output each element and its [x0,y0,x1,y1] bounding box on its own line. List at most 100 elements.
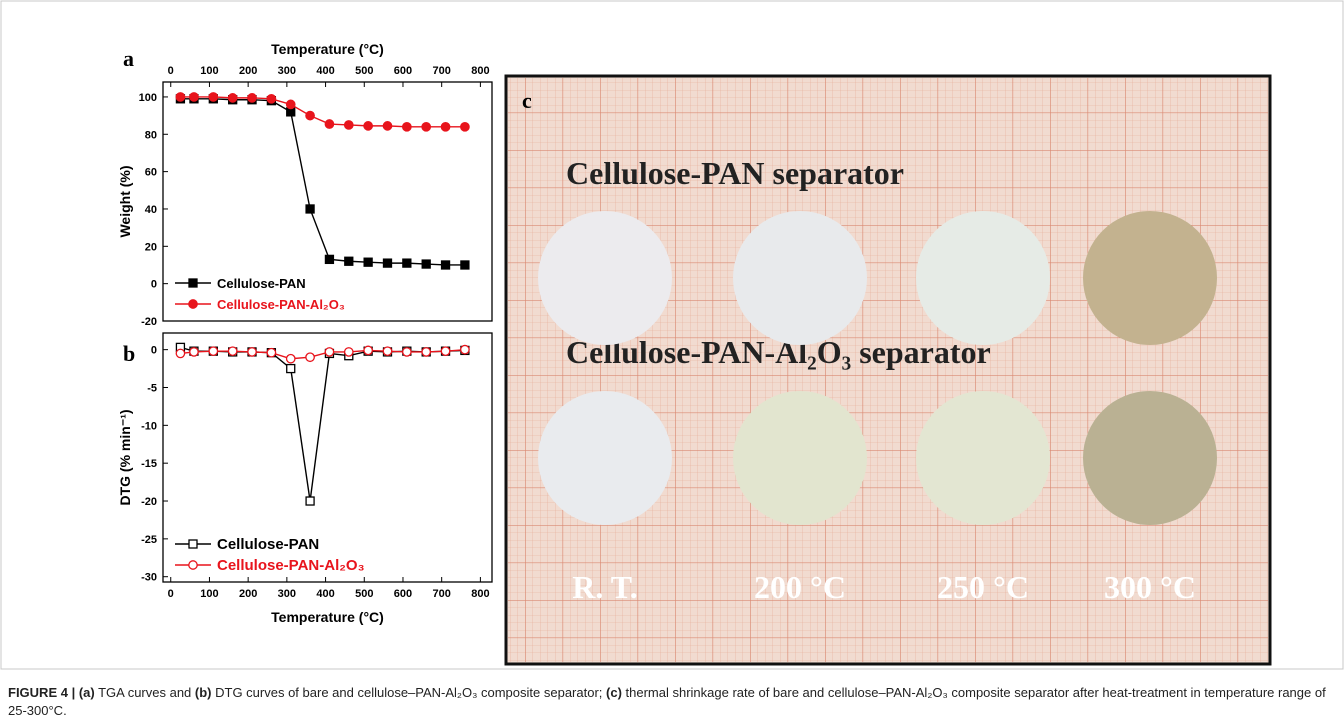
marker [208,92,219,102]
series-line [180,98,465,266]
marker [343,120,354,130]
marker [421,347,432,357]
separator-disc [1083,211,1217,345]
x-tick-label: 100 [200,65,218,77]
caption-label: (b) [194,685,212,700]
y-tick-label: 80 [145,129,157,141]
marker [208,346,219,357]
marker [175,348,186,359]
marker [440,346,451,357]
marker [189,347,199,357]
x-tick-label: 600 [394,65,412,77]
marker [247,347,257,357]
plot-frame [162,81,493,322]
marker [227,346,238,357]
y-tick-label: 100 [139,92,157,104]
legend-label: Cellulose-PAN-Al₂O₃ [217,557,365,574]
separator-disc [538,391,672,525]
column-label: 300 °C [1104,569,1196,605]
frame [0,0,1344,670]
y-tick-label: -30 [141,572,157,584]
marker [285,99,296,110]
marker [344,256,354,266]
y-tick-label: 60 [145,167,157,179]
x-tick-label: 500 [355,588,373,600]
marker [460,121,470,132]
y-tick-label: 40 [145,204,157,216]
marker [440,260,451,270]
marker [421,121,432,132]
marker [324,347,335,357]
marker [421,259,431,269]
photo-panel: c Cellulose-PAN separator Cellulose-PAN-… [504,74,1272,666]
marker [324,119,335,129]
panel-label: c [522,88,532,113]
separator-disc [733,211,867,345]
plot-frame [162,332,493,583]
figure: c Cellulose-PAN separator Cellulose-PAN-… [0,0,1344,670]
x-tick-label: 600 [394,588,412,600]
y-tick-label: 0 [151,345,157,357]
marker [266,347,277,358]
separator-disc [916,211,1050,345]
x-tick-label: 400 [316,588,334,600]
marker [286,363,296,374]
y-tick-label: 0 [151,279,157,291]
chart: b 0 100 200 300 400 500 600 700 800 Temperature (°… [117,332,493,625]
caption-text: thermal shrinkage rate of bare and cellu… [8,685,1326,718]
x-tick-label: 200 [239,65,257,77]
separator-disc [733,391,867,525]
marker [382,258,393,268]
marker [189,92,199,102]
legend-marker [188,278,198,288]
y-tick-label: -20 [141,496,157,508]
caption-label: FIGURE 4 | (a) [8,685,95,700]
marker [363,121,373,131]
legend-label: Cellulose-PAN [217,536,319,553]
marker [247,93,257,103]
graph-paper [508,78,1268,662]
x-axis-label: Temperature (°C) [271,609,384,625]
panel-label: a [123,46,134,71]
x-tick-label: 100 [200,588,218,600]
caption: FIGURE 4 | (a) TGA curves and (b) DTG cu… [8,684,1328,720]
row-label: Cellulose-PAN separator [566,155,904,191]
marker [382,346,393,357]
legend-marker [188,299,198,309]
column-label: 200 °C [754,569,846,605]
legend-label: Cellulose-PAN-Al₂O₃ [217,297,345,312]
column-label: R. T. [572,569,638,605]
marker [460,260,470,270]
y-tick-label: -20 [141,316,157,328]
x-tick-label: 0 [168,588,174,600]
x-tick-label: 200 [239,588,257,600]
column-label: 250 °C [937,569,1029,605]
x-tick-label: 500 [355,65,373,77]
x-tick-label: 700 [433,65,451,77]
marker [343,347,354,357]
marker [401,347,412,357]
separator-disc [1083,391,1217,525]
marker [440,121,451,132]
marker [285,353,296,364]
x-axis-label: Temperature (°C) [271,41,384,57]
separator-disc [538,211,672,345]
series-line [180,96,465,128]
y-tick-label: 20 [145,241,157,253]
marker [175,92,186,102]
x-tick-label: 800 [471,588,489,600]
caption-label: (c) [606,685,622,700]
marker [382,121,393,131]
caption-text: DTG curves of bare and cellulose–PAN-Al₂… [211,685,607,700]
marker [305,496,315,506]
y-axis-label: Weight (%) [117,165,133,237]
y-tick-label: -15 [141,458,157,470]
x-tick-label: 400 [316,65,334,77]
marker [305,110,315,121]
y-axis-label: DTG (% min⁻¹) [117,409,133,505]
marker [460,344,470,355]
marker [363,345,373,356]
legend-marker [188,539,198,549]
